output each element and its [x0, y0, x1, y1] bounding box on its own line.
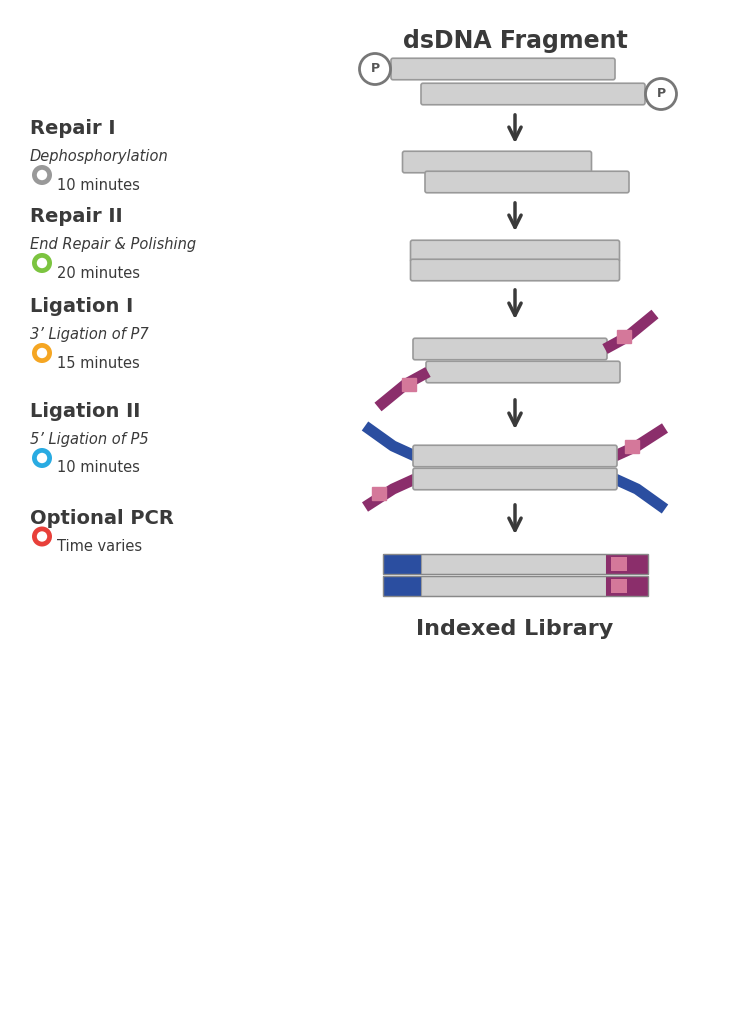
Circle shape [37, 531, 47, 542]
Bar [402, 378, 416, 390]
Circle shape [646, 79, 677, 110]
FancyBboxPatch shape [413, 338, 607, 359]
Circle shape [32, 449, 52, 468]
FancyBboxPatch shape [403, 152, 592, 173]
Circle shape [32, 343, 52, 362]
Circle shape [37, 258, 47, 268]
Text: Time varies: Time varies [57, 539, 142, 554]
FancyBboxPatch shape [413, 468, 617, 489]
Circle shape [37, 453, 47, 463]
Text: Indexed Library: Indexed Library [416, 618, 614, 639]
Text: Optional PCR: Optional PCR [30, 509, 174, 528]
Bar [605, 577, 647, 596]
FancyBboxPatch shape [391, 58, 615, 80]
Circle shape [360, 53, 391, 85]
Circle shape [37, 170, 47, 180]
Text: 10 minutes: 10 minutes [57, 461, 140, 475]
Text: End Repair & Polishing: End Repair & Polishing [30, 237, 196, 252]
Text: P: P [370, 62, 379, 76]
Bar [382, 577, 421, 596]
Text: Repair I: Repair I [30, 119, 116, 138]
Bar [421, 577, 605, 596]
Text: 10 minutes: 10 minutes [57, 177, 140, 193]
Text: Ligation II: Ligation II [30, 402, 140, 421]
FancyBboxPatch shape [411, 259, 620, 281]
Circle shape [37, 348, 47, 358]
Bar [611, 557, 626, 571]
Text: P: P [656, 87, 665, 100]
Circle shape [32, 526, 52, 547]
Bar [617, 330, 631, 343]
Bar [611, 579, 626, 593]
Bar [605, 554, 647, 573]
Bar [382, 554, 421, 573]
Text: 3’ Ligation of P7: 3’ Ligation of P7 [30, 327, 149, 342]
FancyBboxPatch shape [425, 171, 629, 193]
FancyBboxPatch shape [421, 83, 645, 104]
Bar [421, 554, 605, 573]
Text: 15 minutes: 15 minutes [57, 355, 140, 371]
FancyBboxPatch shape [411, 241, 620, 262]
FancyBboxPatch shape [413, 445, 617, 467]
Text: Repair II: Repair II [30, 207, 122, 226]
Text: Ligation I: Ligation I [30, 297, 133, 316]
Circle shape [32, 165, 52, 185]
Bar [625, 440, 639, 453]
Text: Dephosphorylation: Dephosphorylation [30, 150, 169, 164]
Bar [372, 486, 386, 500]
Circle shape [32, 253, 52, 273]
FancyBboxPatch shape [426, 361, 620, 383]
Text: 5’ Ligation of P5: 5’ Ligation of P5 [30, 432, 149, 447]
Text: dsDNA Fragment: dsDNA Fragment [403, 29, 627, 53]
Text: 20 minutes: 20 minutes [57, 265, 140, 281]
